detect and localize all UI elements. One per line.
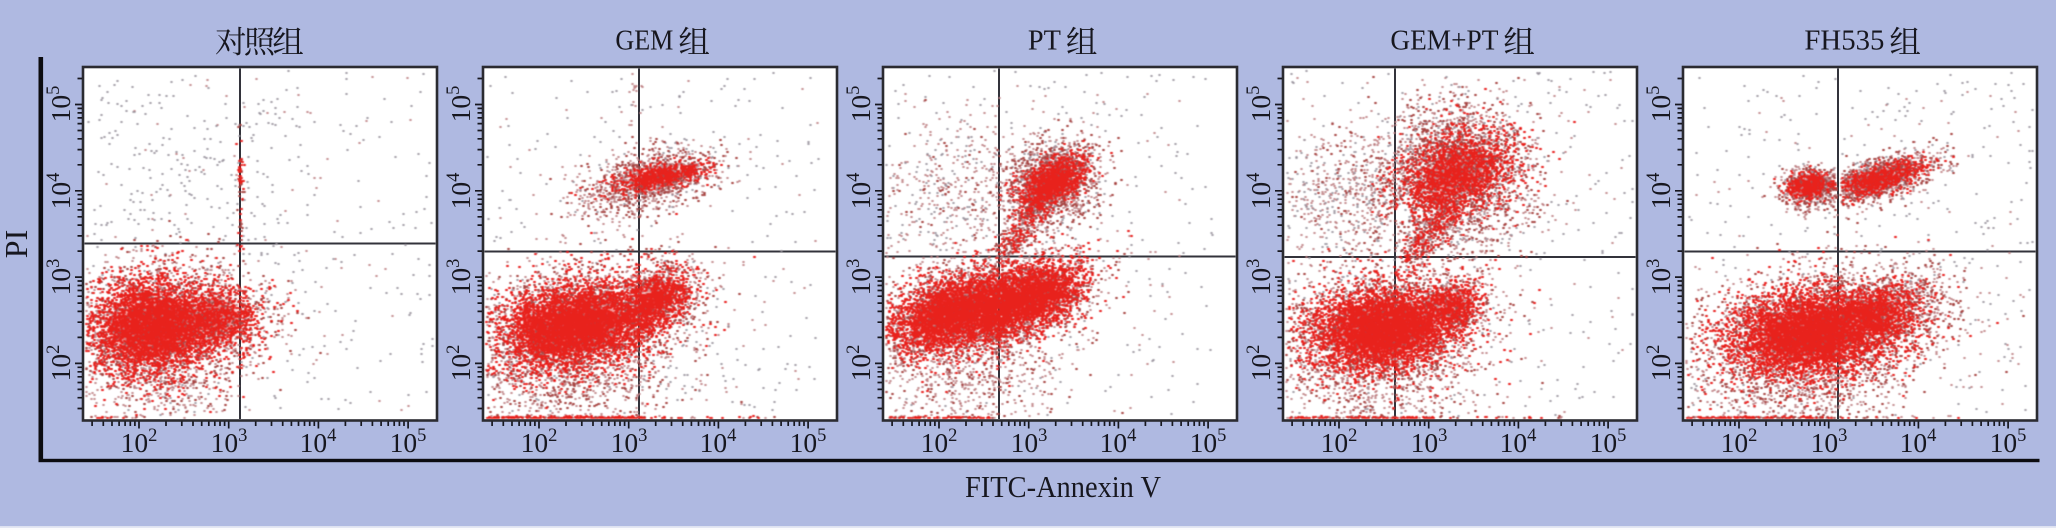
svg-text:GEM+PT: GEM+PT	[1390, 25, 1498, 57]
svg-text:GEM: GEM	[615, 25, 673, 57]
svg-text:102: 102	[44, 345, 76, 382]
svg-text:103: 103	[1244, 259, 1276, 296]
svg-text:PI: PI	[0, 230, 34, 258]
svg-text:104: 104	[844, 173, 876, 210]
svg-text:102: 102	[844, 345, 876, 382]
svg-text:PT: PT	[1028, 25, 1061, 57]
svg-text:FH535: FH535	[1804, 25, 1884, 57]
svg-text:FITC-Annexin V: FITC-Annexin V	[965, 469, 1162, 504]
svg-text:105: 105	[1990, 426, 2027, 458]
